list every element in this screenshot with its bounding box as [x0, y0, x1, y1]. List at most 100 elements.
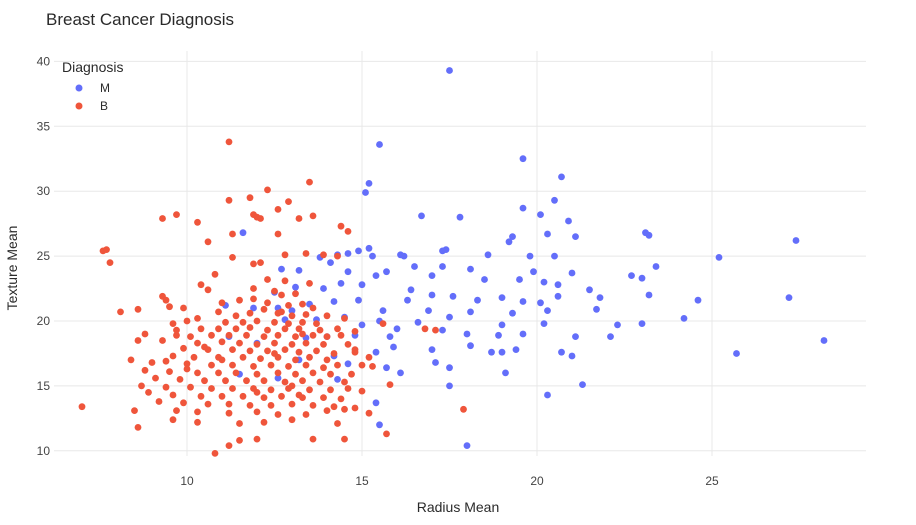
data-point-b[interactable]: [204, 238, 212, 246]
data-point-b[interactable]: [330, 403, 338, 411]
data-point-b[interactable]: [218, 299, 226, 307]
data-point-b[interactable]: [337, 222, 345, 230]
data-point-m[interactable]: [414, 318, 422, 326]
data-point-m[interactable]: [540, 320, 548, 327]
data-point-b[interactable]: [267, 386, 275, 394]
data-point-b[interactable]: [211, 450, 219, 457]
data-point-m[interactable]: [365, 244, 373, 252]
data-point-m[interactable]: [432, 359, 439, 366]
data-point-b[interactable]: [229, 230, 236, 238]
data-point-m[interactable]: [694, 296, 702, 304]
data-point-b[interactable]: [253, 317, 261, 325]
data-point-b[interactable]: [222, 318, 229, 326]
data-point-m[interactable]: [292, 283, 299, 291]
data-point-m[interactable]: [498, 294, 506, 301]
data-point-b[interactable]: [250, 295, 257, 303]
data-point-b[interactable]: [334, 325, 341, 333]
data-point-b[interactable]: [180, 399, 187, 407]
data-point-m[interactable]: [369, 252, 376, 260]
data-point-b[interactable]: [295, 325, 303, 333]
data-point-b[interactable]: [260, 394, 268, 401]
data-point-b[interactable]: [169, 352, 177, 360]
data-point-m[interactable]: [379, 307, 387, 314]
data-point-b[interactable]: [162, 383, 170, 391]
data-point-m[interactable]: [376, 421, 383, 429]
data-point-b[interactable]: [309, 435, 317, 443]
data-point-b[interactable]: [194, 218, 201, 226]
data-point-m[interactable]: [439, 263, 446, 270]
data-point-b[interactable]: [257, 355, 264, 362]
data-point-b[interactable]: [358, 387, 366, 395]
data-point-m[interactable]: [355, 296, 362, 304]
data-point-b[interactable]: [306, 386, 313, 394]
data-point-b[interactable]: [194, 315, 201, 322]
data-point-b[interactable]: [295, 215, 303, 222]
data-point-b[interactable]: [264, 326, 271, 334]
data-point-m[interactable]: [715, 254, 723, 261]
data-point-m[interactable]: [498, 348, 506, 356]
data-point-m[interactable]: [537, 211, 544, 219]
data-point-b[interactable]: [194, 339, 201, 347]
data-point-b[interactable]: [323, 407, 331, 414]
data-point-b[interactable]: [260, 377, 268, 385]
data-point-b[interactable]: [253, 341, 261, 348]
data-point-m[interactable]: [400, 252, 408, 260]
data-point-b[interactable]: [218, 356, 226, 364]
data-point-m[interactable]: [498, 321, 506, 329]
data-point-b[interactable]: [281, 325, 289, 333]
data-point-m[interactable]: [390, 343, 397, 351]
data-point-b[interactable]: [320, 251, 327, 259]
data-point-b[interactable]: [183, 365, 191, 373]
data-point-b[interactable]: [229, 385, 236, 392]
data-point-b[interactable]: [274, 331, 282, 339]
data-point-m[interactable]: [565, 217, 572, 225]
data-point-m[interactable]: [418, 212, 425, 220]
data-point-m[interactable]: [509, 309, 516, 317]
data-point-m[interactable]: [820, 337, 828, 344]
data-point-m[interactable]: [481, 276, 488, 283]
data-point-b[interactable]: [302, 311, 310, 318]
data-point-b[interactable]: [432, 326, 439, 334]
data-point-b[interactable]: [278, 291, 285, 299]
data-point-m[interactable]: [463, 442, 471, 449]
data-point-b[interactable]: [348, 370, 355, 378]
data-point-b[interactable]: [351, 404, 359, 412]
data-point-b[interactable]: [232, 325, 240, 333]
data-point-m[interactable]: [519, 204, 527, 212]
data-point-b[interactable]: [299, 318, 306, 326]
data-point-m[interactable]: [446, 67, 453, 74]
data-point-m[interactable]: [250, 304, 257, 312]
data-point-b[interactable]: [302, 250, 310, 257]
data-point-b[interactable]: [264, 347, 271, 355]
data-point-m[interactable]: [519, 155, 527, 163]
data-point-b[interactable]: [323, 312, 331, 320]
data-point-m[interactable]: [540, 278, 548, 286]
data-point-b[interactable]: [379, 320, 387, 327]
data-point-m[interactable]: [628, 272, 635, 279]
data-point-m[interactable]: [638, 320, 646, 327]
data-point-b[interactable]: [257, 215, 264, 222]
data-point-m[interactable]: [383, 364, 390, 372]
data-point-b[interactable]: [351, 346, 359, 353]
data-point-b[interactable]: [327, 386, 334, 394]
data-point-b[interactable]: [225, 196, 233, 204]
data-point-m[interactable]: [428, 272, 436, 279]
data-point-m[interactable]: [551, 196, 558, 204]
data-point-b[interactable]: [225, 442, 233, 449]
data-point-m[interactable]: [372, 272, 380, 279]
data-point-b[interactable]: [421, 325, 429, 333]
data-point-m[interactable]: [372, 348, 380, 356]
data-point-b[interactable]: [103, 246, 110, 254]
data-point-m[interactable]: [680, 315, 688, 322]
data-point-b[interactable]: [187, 383, 194, 391]
data-point-m[interactable]: [365, 180, 373, 187]
data-point-b[interactable]: [271, 287, 278, 295]
data-point-b[interactable]: [215, 325, 222, 333]
data-point-b[interactable]: [204, 400, 212, 408]
data-point-m[interactable]: [274, 374, 282, 382]
data-point-b[interactable]: [159, 215, 166, 222]
data-point-b[interactable]: [173, 211, 180, 219]
data-point-b[interactable]: [383, 430, 390, 438]
data-point-b[interactable]: [250, 260, 257, 268]
data-point-b[interactable]: [218, 338, 226, 346]
